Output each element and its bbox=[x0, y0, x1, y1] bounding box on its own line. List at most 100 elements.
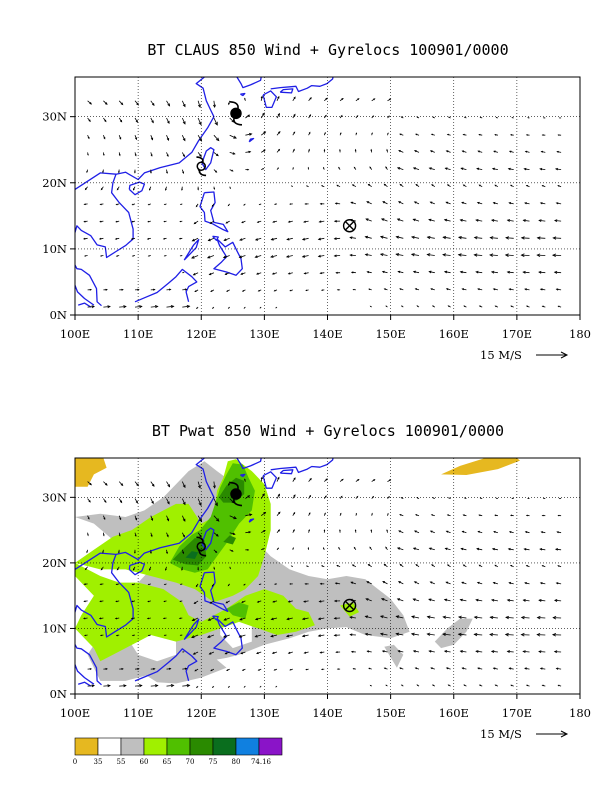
wind-vector-head bbox=[254, 255, 258, 258]
wind-vector-head bbox=[381, 650, 385, 653]
wind-vector-head bbox=[369, 684, 372, 687]
wind-vector-head bbox=[350, 581, 354, 584]
coastline-segment bbox=[75, 77, 215, 190]
wind-vector-head bbox=[389, 98, 392, 101]
wind-vector-head bbox=[558, 497, 561, 500]
wind-vector-head bbox=[257, 289, 260, 292]
wind-vector-head bbox=[445, 581, 449, 584]
wind-vector bbox=[229, 515, 237, 519]
lon-tick-label: 150E bbox=[375, 706, 405, 720]
wind-vector bbox=[397, 547, 404, 551]
wind-vector-head bbox=[462, 133, 465, 136]
lat-tick-label: 10N bbox=[42, 242, 67, 256]
axis-ticks: 100E 110E 120E 130E 140E 150E 160E 170E 180 0N 10N… bbox=[42, 110, 591, 341]
wind-vector-head bbox=[119, 517, 122, 521]
wind-vector-head bbox=[333, 254, 337, 258]
wind-vector-head bbox=[319, 272, 323, 275]
wind-vector bbox=[270, 634, 278, 637]
wind-vector-head bbox=[540, 531, 544, 534]
lon-tick-label: 160E bbox=[439, 327, 469, 341]
wind-vector-head bbox=[539, 202, 543, 205]
wind-vector-head bbox=[371, 132, 373, 135]
wind-vector-head bbox=[508, 531, 512, 534]
wind-vector-head bbox=[341, 478, 344, 481]
wind-vector-head bbox=[232, 152, 236, 155]
wind-vector-head bbox=[463, 305, 466, 308]
wind-vector-head bbox=[478, 133, 481, 136]
pwat-contour-fill bbox=[340, 602, 360, 617]
wind-vector-head bbox=[426, 253, 431, 257]
wind-vector-head bbox=[553, 650, 558, 654]
wind-vector-head bbox=[493, 530, 496, 533]
wind-vector-head bbox=[411, 235, 415, 239]
wind-vector-head bbox=[115, 600, 118, 603]
wind-vector-head bbox=[285, 634, 290, 638]
wind-vector-head bbox=[520, 253, 525, 257]
typhoon-symbol-icon bbox=[230, 488, 242, 500]
wind-vector-head bbox=[429, 150, 433, 153]
wind-vector bbox=[365, 218, 372, 222]
wind-vector-head bbox=[165, 551, 168, 555]
wind-vector-head bbox=[539, 167, 543, 171]
wind-vector bbox=[538, 271, 546, 274]
wind-vector-head bbox=[179, 255, 182, 257]
wind-vector-head bbox=[131, 220, 134, 223]
wind-vector-head bbox=[301, 237, 306, 241]
coastline-segment bbox=[201, 527, 215, 551]
wind-vector-head bbox=[555, 667, 559, 670]
wind-vector bbox=[302, 634, 309, 637]
wind-vector-head bbox=[508, 150, 512, 153]
wind-vector-head bbox=[263, 131, 267, 134]
wind-vector-head bbox=[114, 617, 118, 620]
wind-vector-head bbox=[353, 546, 356, 549]
wind-vector-head bbox=[447, 305, 450, 307]
wind-vector-head bbox=[399, 288, 402, 291]
wind-vector-head bbox=[367, 183, 371, 186]
wind-vector-head bbox=[240, 652, 243, 655]
wind-vector bbox=[286, 634, 293, 637]
wind-vector bbox=[255, 634, 262, 638]
wind-vector bbox=[191, 634, 199, 638]
wind-vector-head bbox=[135, 137, 138, 141]
wind-vector-head bbox=[309, 477, 312, 481]
wind-vector-head bbox=[137, 667, 140, 670]
wind-vector bbox=[365, 633, 372, 636]
wind-vector bbox=[489, 254, 498, 256]
wind-vector-head bbox=[386, 529, 388, 532]
wind-vector-head bbox=[428, 218, 432, 222]
wind-vector-head bbox=[87, 153, 89, 156]
wind-vector-head bbox=[208, 652, 212, 655]
wind-vector bbox=[413, 598, 420, 602]
wind-vector-head bbox=[416, 497, 419, 499]
lon-tick-label: 140E bbox=[312, 706, 342, 720]
wind-vector-head bbox=[557, 565, 560, 567]
wind-vector-head bbox=[120, 102, 124, 106]
wind-vector-head bbox=[210, 290, 213, 292]
wind-vector-head bbox=[339, 529, 341, 532]
wind-vector-head bbox=[414, 667, 418, 670]
wind-vector-head bbox=[243, 307, 246, 309]
wind-vector-head bbox=[541, 185, 544, 187]
wind-vector-head bbox=[115, 220, 118, 223]
wind-vector bbox=[166, 481, 170, 487]
wind-vector-head bbox=[277, 476, 280, 480]
wind-vector-head bbox=[256, 221, 260, 223]
wind-vector-head bbox=[490, 650, 495, 653]
coastline-segment bbox=[270, 458, 334, 474]
colorbar-swatch bbox=[258, 737, 283, 756]
wind-vector-head bbox=[166, 518, 170, 522]
wind-vector-head bbox=[520, 632, 525, 637]
pwat-contour-fill bbox=[223, 535, 236, 545]
wind-vector-head bbox=[473, 253, 478, 257]
wind-vector-head bbox=[228, 102, 230, 106]
wind-vector-head bbox=[249, 132, 253, 136]
coastline bbox=[75, 458, 334, 687]
wind-vector-head bbox=[476, 201, 480, 205]
wind-vector-head bbox=[364, 235, 369, 239]
wind-vector-head bbox=[319, 582, 323, 585]
wind-vector-head bbox=[215, 137, 220, 142]
wind-vector-head bbox=[400, 497, 403, 499]
wind-vector bbox=[318, 634, 325, 637]
wind-vector bbox=[271, 237, 278, 241]
wind-vector-head bbox=[506, 598, 511, 602]
